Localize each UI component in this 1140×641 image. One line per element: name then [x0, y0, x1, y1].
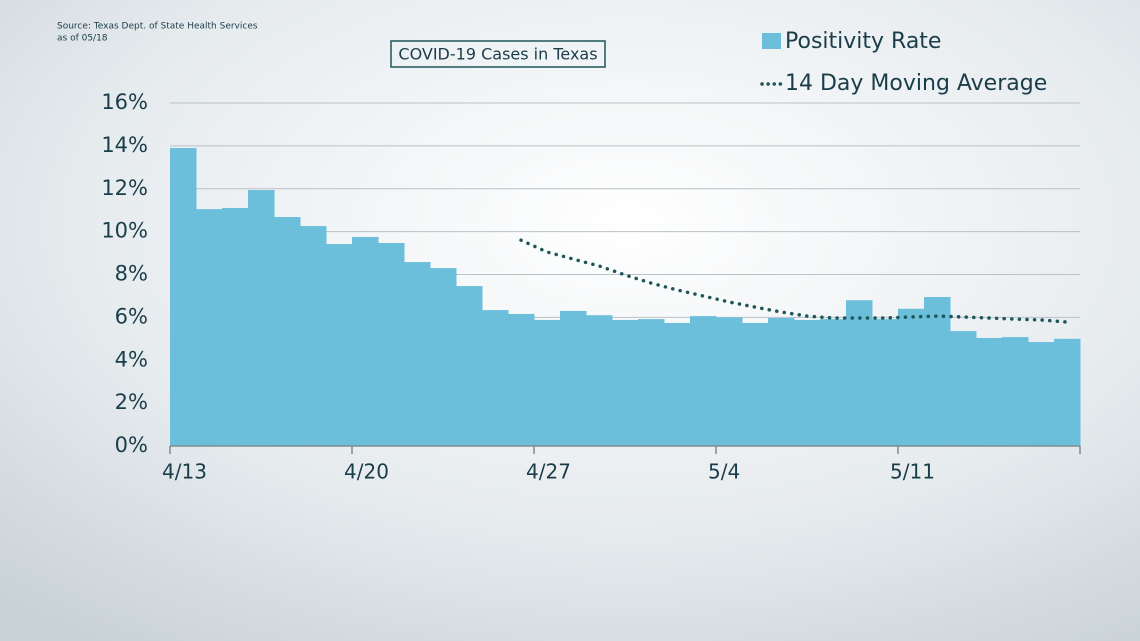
x-tick-label: 5/11 — [890, 460, 935, 484]
legend-swatch — [762, 33, 781, 49]
bar — [898, 308, 925, 446]
bar — [742, 322, 769, 446]
bar — [274, 217, 301, 446]
bar — [378, 242, 405, 446]
bar — [586, 315, 613, 446]
bar — [638, 319, 665, 446]
bar — [300, 226, 327, 446]
x-tick-label: 4/27 — [526, 460, 571, 484]
bar — [716, 317, 743, 446]
bar — [976, 337, 1003, 446]
legend-label: Positivity Rate — [785, 29, 941, 54]
bar — [924, 297, 951, 446]
y-tick-label: 0% — [115, 433, 148, 457]
y-tick-label: 8% — [115, 262, 148, 286]
bar — [950, 331, 977, 446]
legend-label: 14 Day Moving Average — [785, 71, 1047, 96]
y-tick-label: 14% — [101, 133, 148, 157]
bar — [326, 244, 353, 446]
bar — [846, 300, 873, 446]
bar — [404, 262, 431, 446]
bar — [1054, 338, 1081, 446]
bar — [1028, 342, 1055, 446]
bar — [534, 319, 561, 446]
bar — [690, 316, 717, 446]
x-tick-label: 5/4 — [708, 460, 740, 484]
bar — [222, 208, 249, 446]
bar — [560, 310, 587, 446]
y-tick-label: 16% — [101, 90, 148, 114]
bar — [170, 148, 197, 447]
y-tick-label: 10% — [101, 219, 148, 243]
x-tick-label: 4/20 — [344, 460, 389, 484]
bar — [1002, 337, 1029, 446]
y-tick-label: 4% — [115, 347, 148, 371]
bar — [508, 313, 535, 446]
bar — [872, 319, 899, 446]
bar — [482, 310, 509, 446]
bar — [352, 236, 379, 446]
chart-title: COVID-19 Cases in Texas — [398, 45, 597, 64]
source: Source: Texas Dept. of State Health Serv… — [57, 22, 258, 32]
bar — [196, 209, 223, 446]
y-tick-label: 2% — [115, 390, 148, 414]
x-tick-label: 4/13 — [162, 460, 207, 484]
bar — [248, 190, 275, 446]
bar — [430, 268, 457, 446]
bar — [456, 286, 483, 446]
bar — [768, 318, 795, 446]
y-tick-label: 12% — [101, 176, 148, 200]
bar — [612, 319, 639, 446]
bar — [664, 322, 691, 446]
bar — [820, 319, 847, 446]
title-box — [390, 40, 606, 68]
bar — [794, 319, 821, 446]
y-tick-label: 6% — [115, 304, 148, 328]
as-of: as of 05/18 — [57, 34, 108, 44]
